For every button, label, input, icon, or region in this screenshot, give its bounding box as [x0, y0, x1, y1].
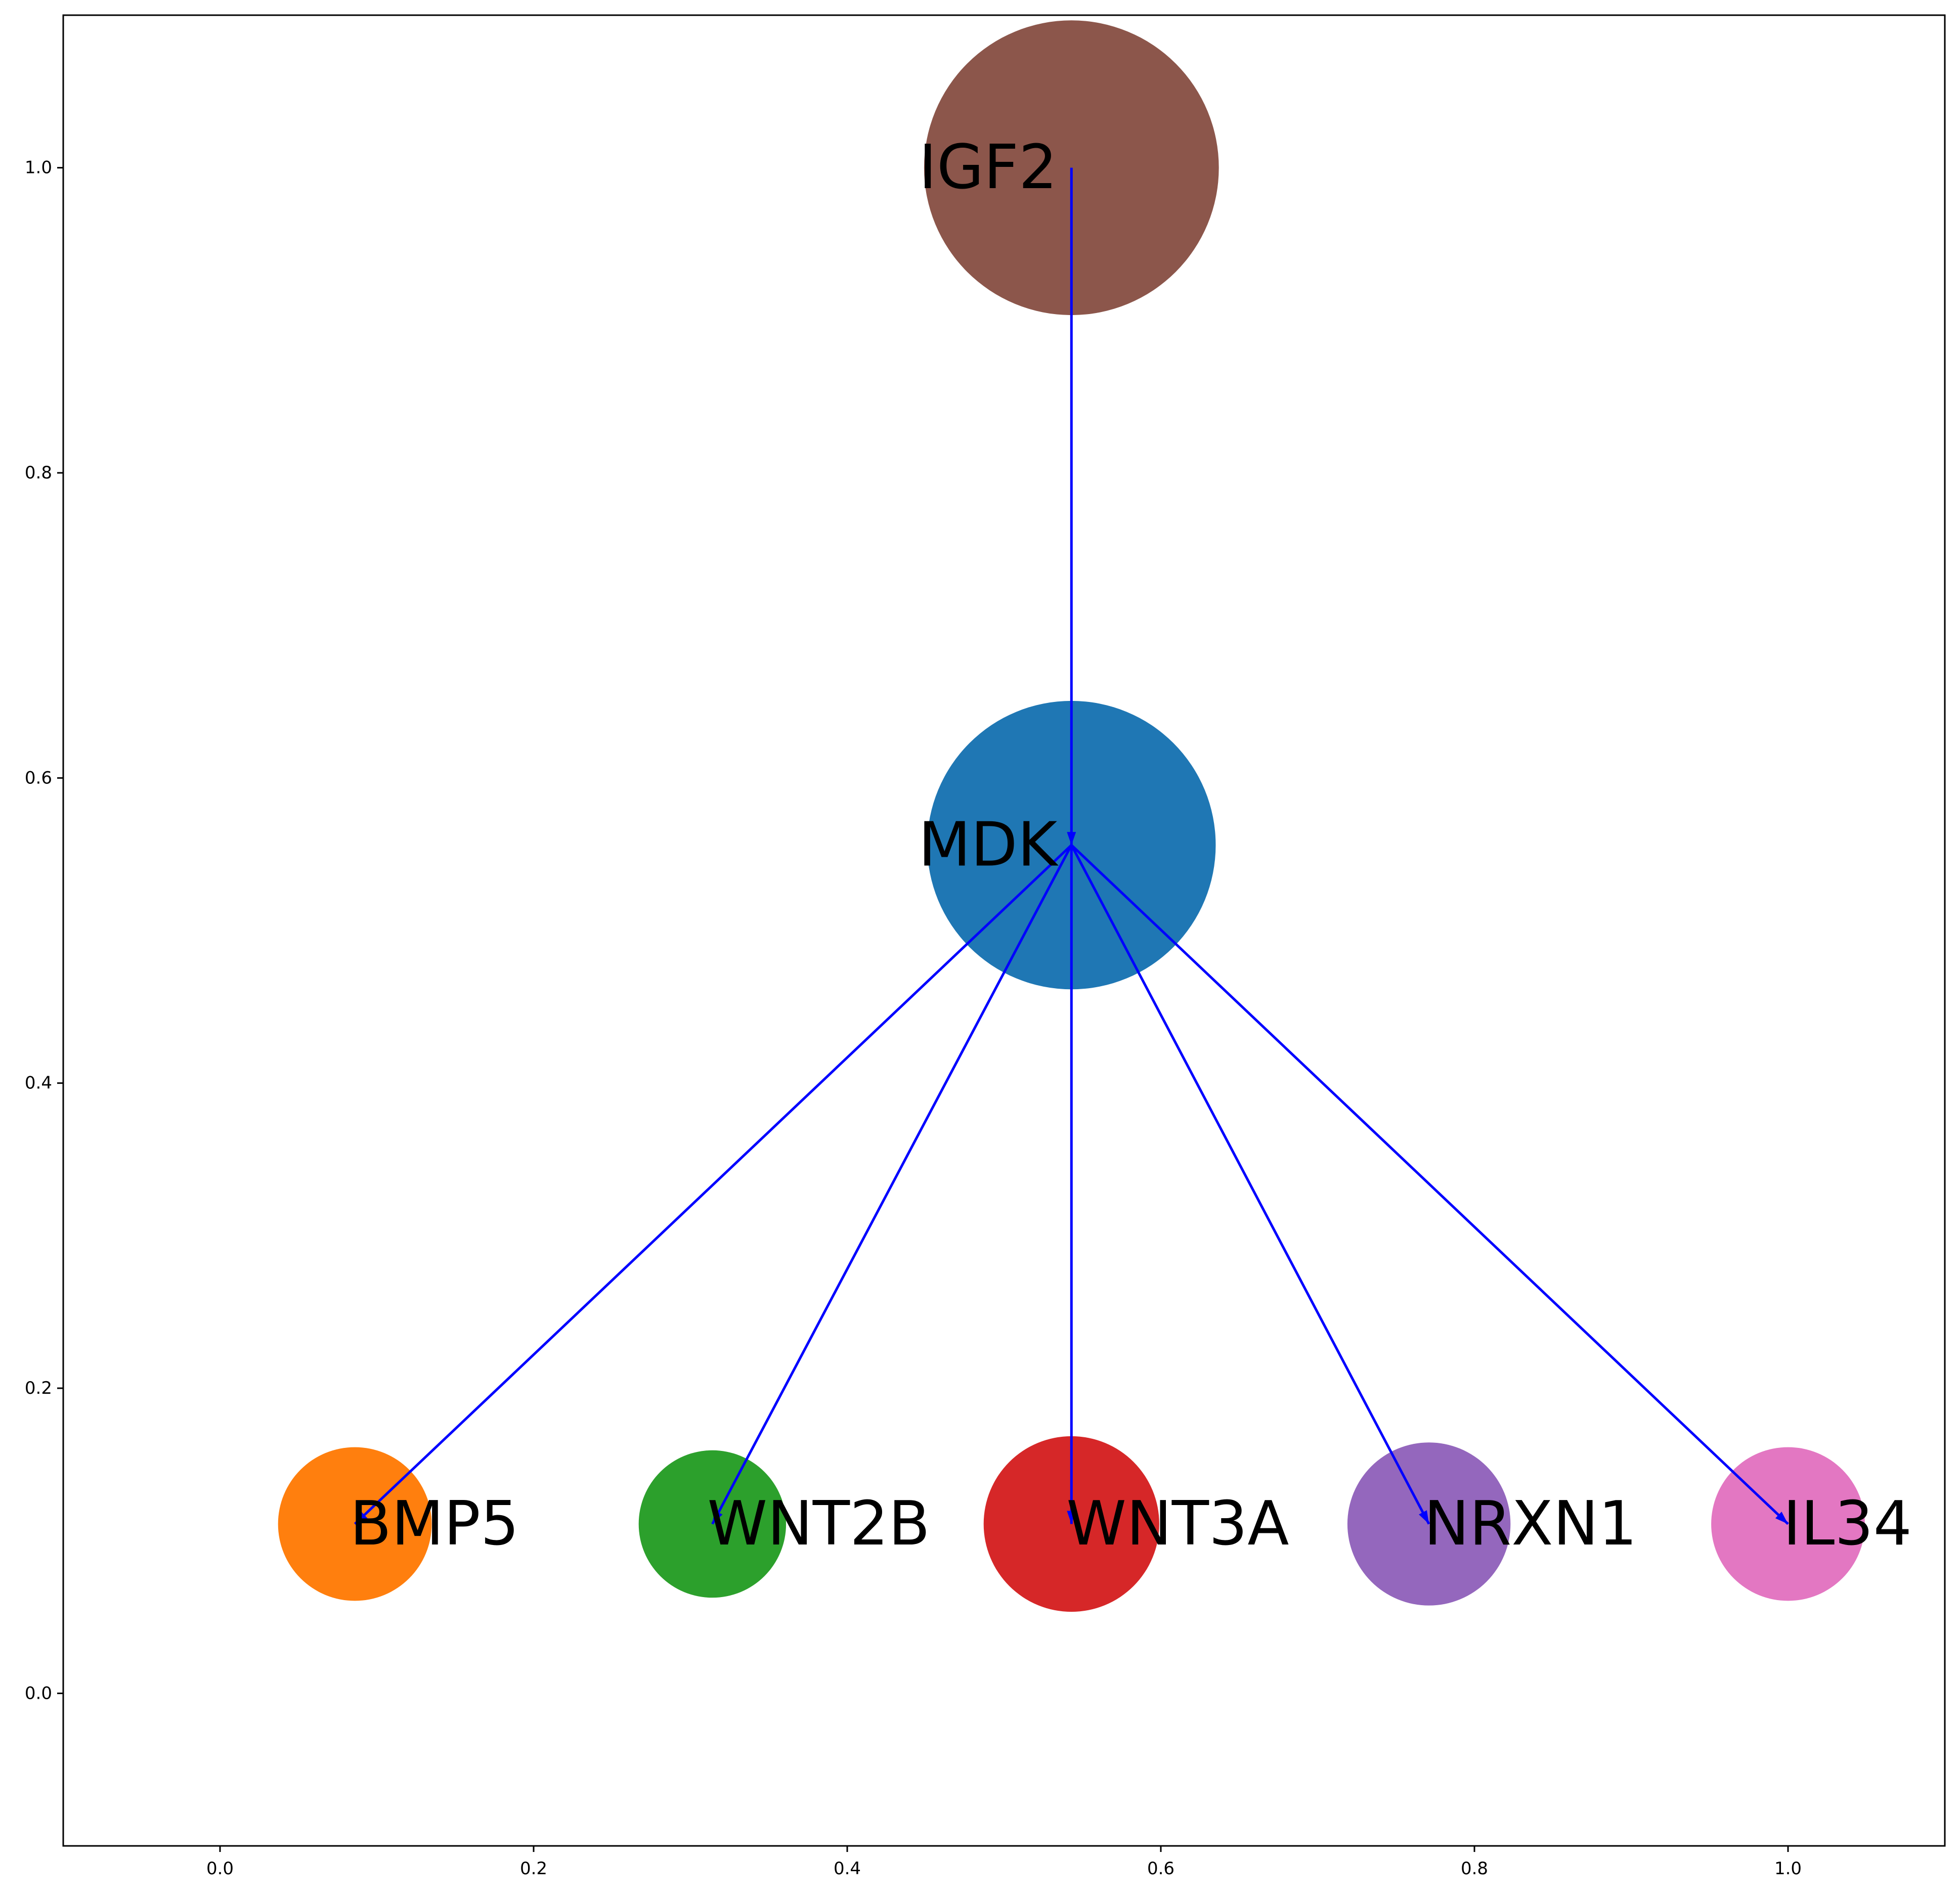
arrow-head	[355, 1512, 368, 1524]
edge-mdk-to-wnt3a	[1067, 845, 1076, 1524]
arrow-head	[1067, 1511, 1076, 1524]
arrow-head	[1775, 1512, 1788, 1524]
edge-line	[1070, 844, 1430, 1525]
edge-mdk-to-il34	[1070, 844, 1789, 1525]
x-tick-label: 0.4	[834, 1859, 861, 1879]
node-labels-layer: IGF2 MDK BMP5 WNT2B WNT3A NRXN1 IL34	[350, 133, 1912, 1559]
nodes-layer	[278, 20, 1865, 1612]
edge-mdk-to-bmp5	[354, 844, 1073, 1525]
edge-line	[1070, 844, 1789, 1525]
y-tick-label: 1.0	[25, 158, 52, 178]
arrow-head	[712, 1510, 723, 1524]
arrow-head	[1067, 832, 1076, 846]
edge-igf2-to-mdk	[1067, 167, 1076, 846]
edge-mdk-to-wnt2b	[711, 844, 1073, 1525]
x-tick-label: 0.8	[1461, 1859, 1488, 1879]
x-tick-label: 0.2	[520, 1859, 547, 1879]
node-label-mdk: MDK	[919, 810, 1059, 880]
y-axis: 0.0 0.2 0.4 0.6 0.8 1.0	[25, 158, 63, 1703]
node-label-il34: IL34	[1783, 1489, 1912, 1559]
y-tick-label: 0.0	[25, 1683, 52, 1703]
y-tick-label: 0.4	[25, 1073, 52, 1093]
x-axis: 0.0 0.2 0.4 0.6 0.8 1.0	[206, 1846, 1802, 1879]
edges-layer	[354, 167, 1789, 1525]
edge-mdk-to-nrxn1	[1070, 844, 1430, 1525]
plot-frame	[62, 14, 1946, 1847]
x-tick-label: 0.0	[206, 1859, 234, 1879]
y-tick-label: 0.2	[25, 1378, 52, 1398]
y-tick-label: 0.8	[25, 463, 52, 483]
node-label-wnt2b: WNT2B	[707, 1489, 930, 1559]
node-label-wnt3a: WNT3A	[1066, 1489, 1289, 1559]
x-tick-label: 1.0	[1774, 1859, 1802, 1879]
node-label-igf2: IGF2	[919, 133, 1058, 203]
y-tick-label: 0.6	[25, 768, 52, 788]
arrow-head	[1419, 1510, 1429, 1524]
node-label-nrxn1: NRXN1	[1424, 1489, 1637, 1559]
x-tick-label: 0.6	[1147, 1859, 1174, 1879]
edge-line	[711, 844, 1073, 1525]
node-label-bmp5: BMP5	[350, 1489, 519, 1559]
edge-line	[354, 844, 1073, 1525]
